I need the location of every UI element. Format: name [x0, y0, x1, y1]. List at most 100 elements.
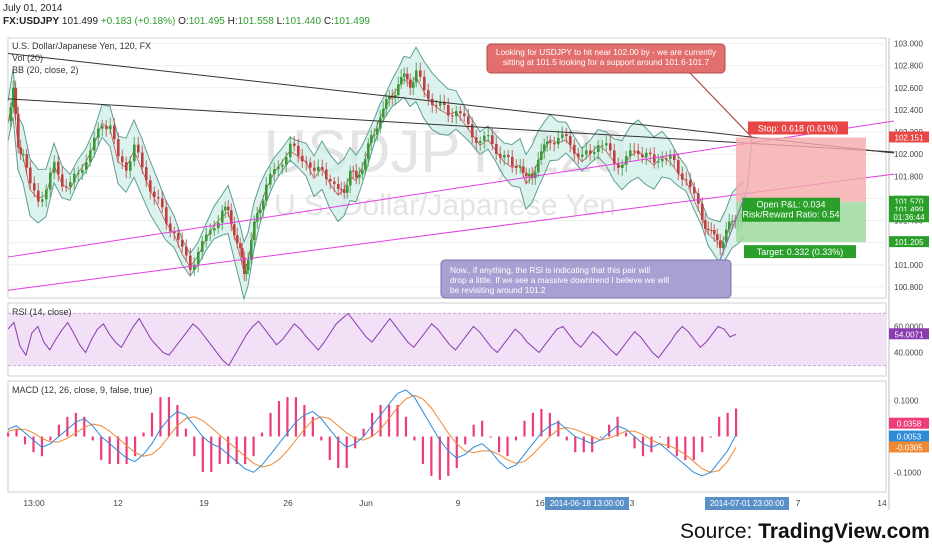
candle-body	[173, 231, 176, 234]
target-label-bg	[744, 245, 856, 259]
price-tag-4-bg	[889, 236, 929, 248]
candle-body	[487, 135, 490, 137]
macd-histogram-bar	[438, 436, 441, 480]
candle-body	[435, 105, 438, 107]
time-tick-label: Jun	[359, 498, 373, 508]
price-tag-1-bg	[889, 195, 929, 207]
rsi-tick-label: 40.0000	[894, 349, 923, 358]
macd-histogram-bar	[142, 432, 145, 437]
macd-histogram-bar	[658, 436, 662, 438]
candle-body	[397, 84, 400, 95]
candle-body	[157, 197, 160, 199]
macd-histogram-bar	[345, 436, 348, 469]
candle-body	[364, 159, 367, 170]
candle-body	[256, 213, 259, 222]
macd-histogram-bar	[66, 416, 69, 437]
candle-body	[355, 170, 358, 178]
candle-body	[285, 157, 288, 165]
macd-histogram-bar	[387, 404, 391, 437]
candle-body	[565, 134, 568, 137]
candle-body	[499, 153, 502, 158]
top-note-text: Looking for USDJPY to hit near 102.00 by…	[496, 47, 717, 57]
macd-line	[7, 389, 737, 477]
candle-body	[321, 166, 324, 170]
bollinger-indicator-label: BB (20, close, 2)	[12, 65, 79, 75]
candle-body	[589, 150, 592, 154]
macd-histogram-bar	[574, 436, 577, 453]
macd-histogram-bar	[582, 436, 585, 453]
rsi-current-tag: 54.0071	[895, 330, 924, 339]
macd-tag-0-bg	[889, 417, 929, 429]
candle-body	[61, 174, 64, 187]
candle-body	[133, 144, 136, 162]
candle-body	[370, 135, 373, 144]
candle-body	[253, 221, 256, 241]
candle-body	[661, 158, 664, 162]
macd-tag-2-bg	[889, 441, 929, 453]
candle-body	[53, 161, 56, 173]
price-tick-label: 102.600	[894, 84, 923, 93]
macd-histogram-bar	[497, 436, 501, 453]
rsi-band-fill	[8, 313, 886, 366]
macd-histogram-bar	[252, 436, 255, 457]
volume-indicator-label: Vol (20)	[12, 53, 43, 63]
price-tag-0-bg	[889, 131, 929, 143]
price-pane-title: U.S. Dollar/Japanese Yen, 120, FX	[12, 41, 151, 51]
macd-histogram-bar	[599, 436, 602, 438]
macd-histogram-bar	[472, 424, 475, 437]
low-label: L:	[276, 16, 285, 27]
macd-histogram-bar	[675, 436, 678, 457]
candle-body	[713, 230, 716, 235]
candle-body	[649, 152, 652, 155]
candle-body	[451, 115, 454, 117]
candle-body	[543, 144, 546, 152]
candle-body	[297, 145, 300, 156]
open-pnl-label: Open P&L: 0.034	[756, 200, 825, 210]
candle-body	[221, 210, 224, 223]
candle-body	[373, 134, 376, 136]
pnl-box	[742, 197, 840, 222]
price-tick-label: 102.400	[894, 106, 923, 115]
candle-body	[455, 111, 458, 117]
candle-body	[301, 155, 304, 162]
candle-body	[352, 170, 355, 172]
candle-body	[665, 158, 668, 160]
candle-body	[581, 154, 584, 157]
candle-body	[491, 135, 494, 144]
symbol: FX:USDJPY	[3, 16, 60, 27]
candle-body	[511, 156, 514, 167]
macd-histogram-bar	[430, 436, 433, 476]
candle-body	[213, 228, 216, 231]
macd-histogram-bar	[413, 436, 416, 441]
candle-body	[439, 102, 442, 106]
candle-body	[653, 154, 656, 163]
candle-body	[17, 114, 20, 148]
candle-body	[621, 164, 624, 168]
candle-body	[585, 150, 588, 155]
macd-tick-label: 0.1000	[894, 397, 919, 406]
candle-body	[247, 259, 250, 271]
candle-body	[259, 209, 262, 214]
candle-body	[265, 184, 268, 201]
macd-histogram-bar	[167, 397, 171, 437]
candle-body	[731, 220, 734, 222]
time-tick-label: 12	[113, 498, 123, 508]
candle-body	[93, 137, 96, 151]
candle-body	[77, 172, 80, 174]
chart-date: July 01, 2014	[3, 3, 63, 14]
candle-body	[177, 233, 180, 240]
candle-body	[605, 143, 608, 146]
candle-body	[613, 150, 616, 165]
candle-body	[19, 147, 23, 155]
candle-body	[269, 174, 272, 185]
candle-body	[65, 186, 68, 188]
macd-histogram-bar	[404, 416, 408, 437]
candle-body	[14, 87, 18, 115]
candle-body	[250, 240, 253, 260]
rsi-line	[7, 312, 737, 367]
macd-histogram-bar	[303, 404, 306, 437]
candle-body	[697, 193, 700, 204]
time-tick-label: 13:00	[23, 498, 45, 508]
macd-histogram-bar	[23, 436, 27, 445]
